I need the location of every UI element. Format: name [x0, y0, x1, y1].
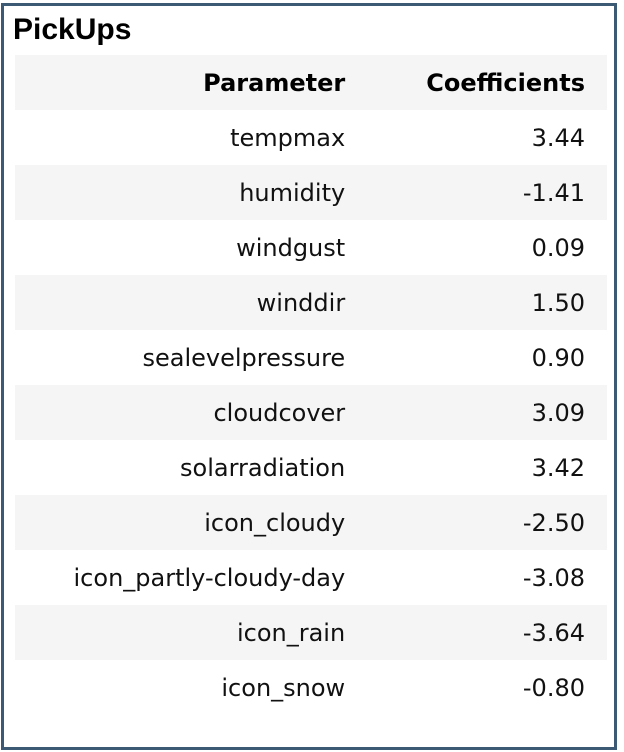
coefficients-table: Parameter Coefficients tempmax 3.44 humi… — [15, 55, 607, 715]
table-row: winddir 1.50 — [15, 275, 607, 330]
coefficient-cell: 3.42 — [531, 453, 585, 482]
table-row: windgust 0.09 — [15, 220, 607, 275]
parameter-cell: icon_cloudy — [204, 508, 346, 537]
coefficient-cell: 1.50 — [531, 288, 585, 317]
table-row: solarradiation 3.42 — [15, 440, 607, 495]
parameter-cell: icon_snow — [221, 673, 346, 702]
parameter-cell: icon_partly-cloudy-day — [73, 563, 346, 592]
parameter-cell: sealevelpressure — [142, 343, 346, 372]
table-row: humidity -1.41 — [15, 165, 607, 220]
coefficient-cell: 0.09 — [531, 233, 585, 262]
table-row: icon_snow -0.80 — [15, 660, 607, 715]
parameter-cell: windgust — [236, 233, 346, 262]
table-row: icon_rain -3.64 — [15, 605, 607, 660]
coefficient-cell: 0.90 — [531, 343, 585, 372]
table-row: tempmax 3.44 — [15, 110, 607, 165]
table-row: icon_cloudy -2.50 — [15, 495, 607, 550]
table-row: sealevelpressure 0.90 — [15, 330, 607, 385]
coefficient-cell: -1.41 — [522, 178, 585, 207]
coefficient-cell: 3.09 — [531, 398, 585, 427]
coefficient-cell: -3.64 — [522, 618, 585, 647]
parameter-cell: icon_rain — [236, 618, 346, 647]
parameter-cell: humidity — [239, 178, 346, 207]
coefficient-cell: -3.08 — [522, 563, 585, 592]
table-title: PickUps — [13, 13, 132, 46]
coefficient-cell: -2.50 — [522, 508, 585, 537]
parameter-cell: cloudcover — [213, 398, 346, 427]
table-header-row: Parameter Coefficients — [15, 55, 607, 110]
parameter-cell: winddir — [256, 288, 346, 317]
parameter-cell: tempmax — [230, 123, 346, 152]
table-frame: PickUps Parameter Coefficients tempmax 3… — [1, 3, 617, 750]
parameter-cell: solarradiation — [180, 453, 346, 482]
coefficient-cell: 3.44 — [531, 123, 585, 152]
column-header-coefficients: Coefficients — [426, 68, 585, 97]
table-row: cloudcover 3.09 — [15, 385, 607, 440]
table-row: icon_partly-cloudy-day -3.08 — [15, 550, 607, 605]
column-header-parameter: Parameter — [203, 68, 346, 97]
coefficient-cell: -0.80 — [522, 673, 585, 702]
